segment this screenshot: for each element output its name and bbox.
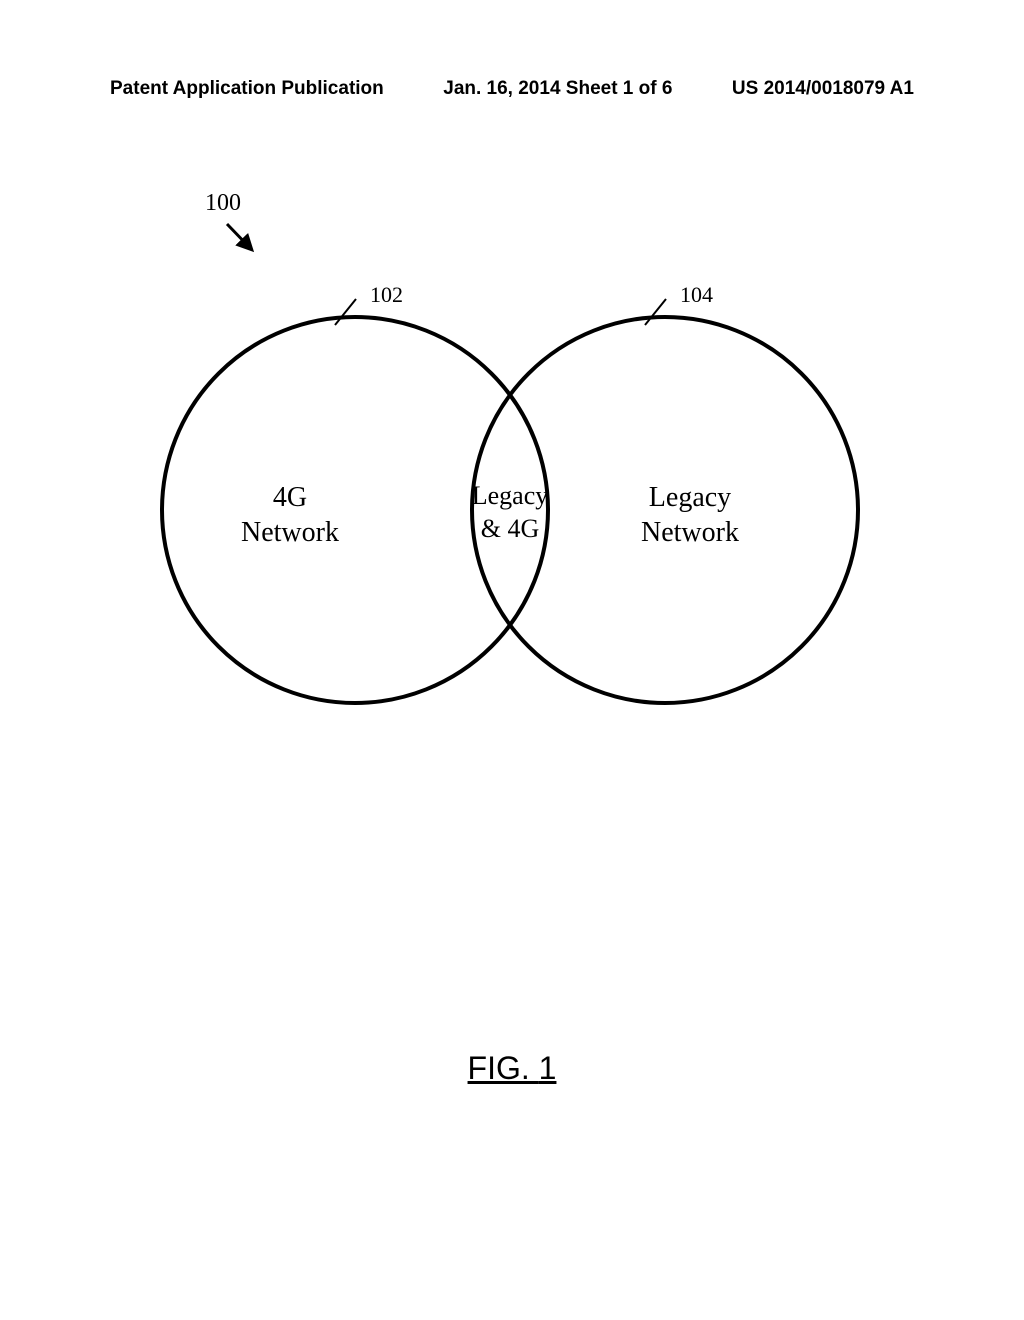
ref-leader-102 bbox=[335, 299, 356, 325]
venn-label-overlap-line1: Legacy bbox=[472, 481, 549, 510]
venn-label-overlap: Legacy & 4G bbox=[462, 480, 558, 545]
header-center: Jan. 16, 2014 Sheet 1 of 6 bbox=[443, 78, 672, 100]
header-right: US 2014/0018079 A1 bbox=[732, 78, 914, 100]
venn-label-left-line2: Network bbox=[241, 517, 339, 548]
venn-label-right-line1: Legacy bbox=[649, 482, 731, 513]
page: Patent Application Publication Jan. 16, … bbox=[0, 0, 1024, 1320]
ref-label-102: 102 bbox=[370, 282, 403, 308]
ref-label-100: 100 bbox=[205, 190, 241, 217]
venn-label-left: 4G Network bbox=[230, 480, 350, 550]
venn-label-right-line2: Network bbox=[641, 517, 739, 548]
ref-arrow-100 bbox=[227, 224, 252, 250]
page-header: Patent Application Publication Jan. 16, … bbox=[0, 78, 1024, 100]
figure-caption-prefix: FIG. bbox=[468, 1050, 539, 1086]
figure-caption: FIG. 1 bbox=[0, 1050, 1024, 1087]
ref-label-104: 104 bbox=[680, 282, 713, 308]
figure-caption-number: 1 bbox=[539, 1050, 557, 1086]
venn-label-left-line1: 4G bbox=[273, 482, 307, 513]
ref-leader-104 bbox=[645, 299, 666, 325]
venn-label-right: Legacy Network bbox=[620, 480, 760, 550]
header-left: Patent Application Publication bbox=[110, 78, 384, 100]
venn-diagram: 100 102 104 4G Network Legacy & 4G Legac… bbox=[0, 190, 1024, 890]
venn-label-overlap-line2: & 4G bbox=[481, 514, 540, 543]
